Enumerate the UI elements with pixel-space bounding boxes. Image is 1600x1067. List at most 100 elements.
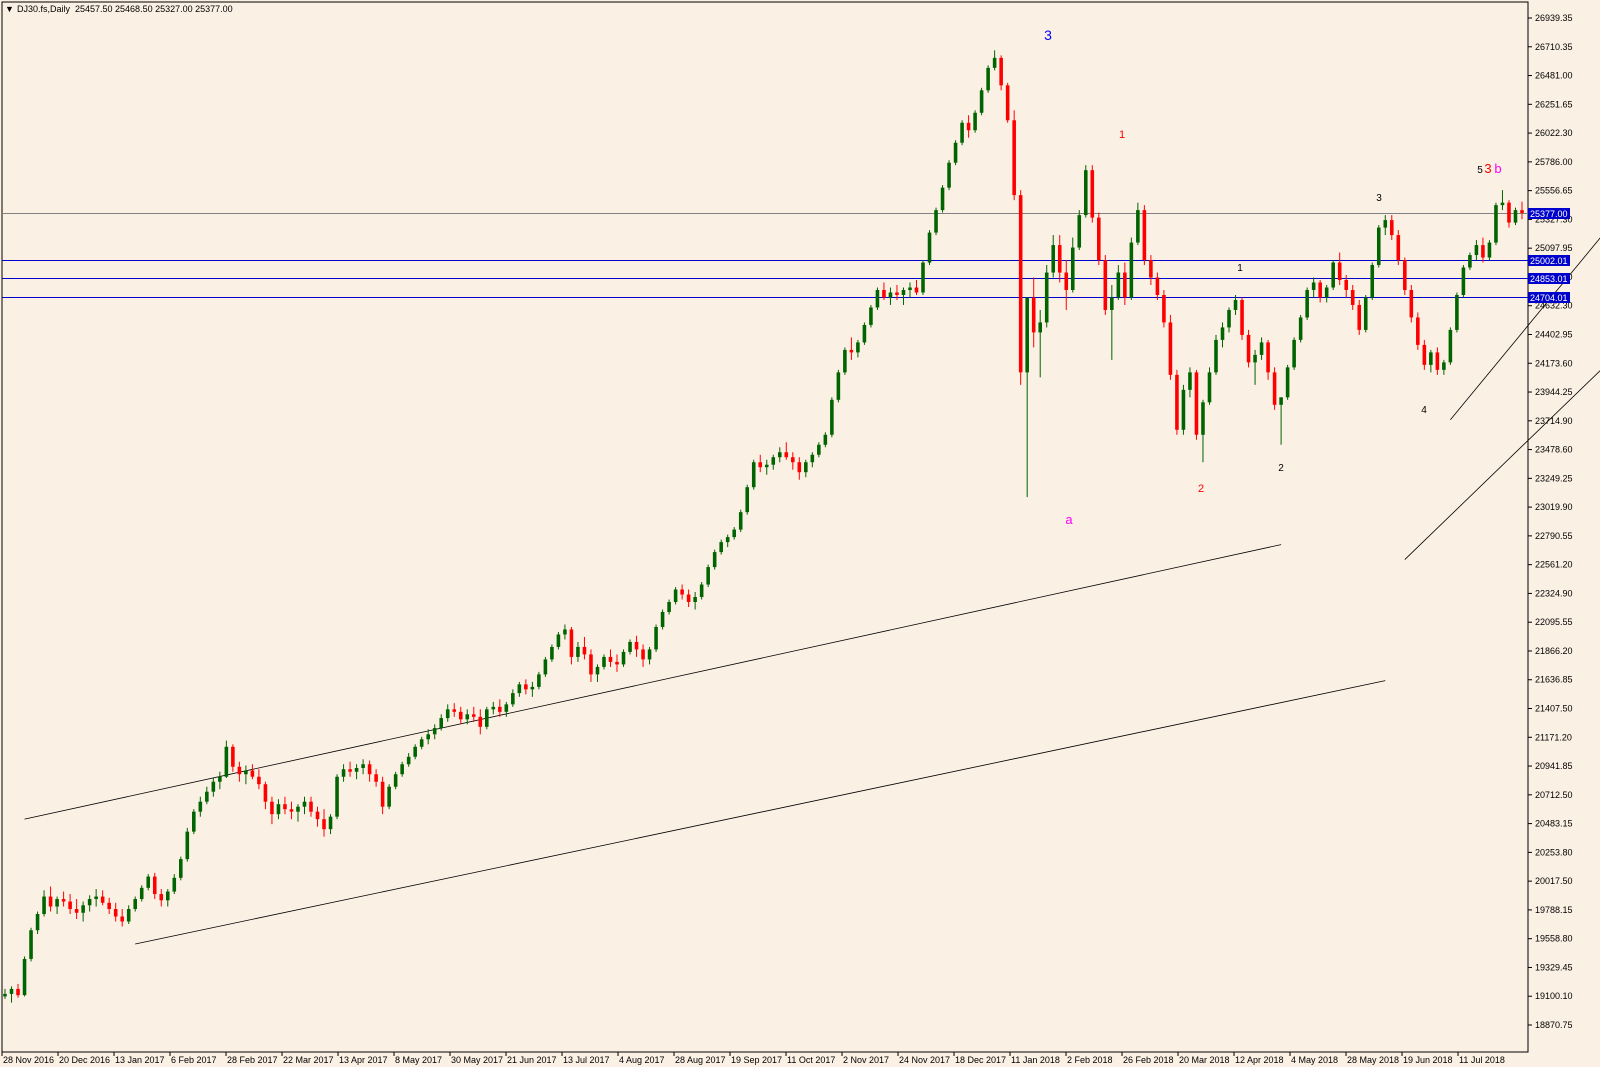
candle — [608, 649, 613, 667]
candle — [725, 534, 730, 548]
x-tick-label: 13 Apr 2017 — [339, 1055, 388, 1065]
candle — [74, 899, 79, 920]
candle — [257, 769, 261, 790]
candle — [1155, 272, 1160, 300]
candle — [1429, 349, 1433, 373]
menu-triangle-icon[interactable]: ▼ — [5, 4, 14, 14]
ohlc-readout: 25457.50 25468.50 25327.00 25377.00 — [75, 4, 233, 14]
candle — [471, 706, 476, 722]
candle — [504, 701, 509, 717]
candle — [133, 896, 138, 912]
candle — [1285, 364, 1290, 400]
trendline[interactable] — [1450, 88, 1600, 421]
candle — [485, 706, 489, 730]
candle — [1331, 260, 1335, 290]
candle — [1129, 237, 1134, 300]
candle — [784, 442, 789, 460]
price-tag: 25002.01 — [1528, 255, 1570, 266]
candle — [1214, 334, 1218, 375]
candle — [55, 896, 59, 915]
candles — [3, 50, 1524, 1003]
y-tick-label: 19329.45 — [1535, 962, 1573, 972]
wave-label: 5 — [1477, 165, 1483, 176]
candle — [224, 740, 229, 778]
trendlines — [24, 88, 1600, 945]
x-tick-label: 2 Feb 2018 — [1067, 1055, 1113, 1065]
candle — [1181, 384, 1186, 435]
candle — [94, 889, 98, 907]
candle — [1396, 230, 1401, 266]
candle — [1422, 339, 1427, 370]
wave-label: b — [1494, 161, 1501, 176]
candle — [1070, 237, 1075, 293]
candle — [309, 796, 313, 817]
x-tick-label: 24 Nov 2017 — [899, 1055, 950, 1065]
candle — [1064, 260, 1069, 310]
candle — [426, 729, 430, 745]
candle — [296, 804, 300, 822]
candle — [823, 432, 828, 448]
candle — [908, 282, 912, 298]
candle — [400, 761, 404, 777]
plot-frame — [1, 1, 1529, 1053]
y-tick-label: 18870.75 — [1535, 1020, 1573, 1030]
y-tick-label: 21407.50 — [1535, 704, 1573, 714]
candle — [686, 589, 691, 607]
x-tick-label: 4 May 2018 — [1291, 1055, 1338, 1065]
candle — [1376, 225, 1381, 268]
candle — [1324, 285, 1329, 303]
candle — [29, 927, 33, 962]
y-tick-label: 22561.20 — [1535, 560, 1573, 570]
candle — [1494, 202, 1498, 246]
trendline[interactable] — [24, 544, 1282, 820]
candle — [882, 282, 886, 300]
candle — [1520, 201, 1524, 220]
candle — [563, 624, 567, 640]
candle — [1350, 285, 1355, 310]
candle — [862, 322, 867, 345]
candle — [35, 911, 40, 934]
candle — [341, 764, 346, 782]
candle — [1123, 262, 1127, 305]
candle — [1344, 275, 1349, 298]
candle — [237, 761, 242, 782]
candle — [185, 827, 190, 862]
price-axis[interactable]: 26939.35 26710.35 26481.00 26251.65 26022.30… — [1528, 13, 1573, 1030]
candle — [693, 592, 697, 610]
candle — [1142, 205, 1147, 266]
y-tick-label: 22324.90 — [1535, 588, 1573, 598]
candle — [856, 339, 860, 358]
candle — [1233, 294, 1238, 315]
y-tick-label: 21866.20 — [1535, 646, 1573, 656]
candle — [1403, 257, 1407, 295]
x-tick-label: 2 Nov 2017 — [843, 1055, 889, 1065]
candle — [628, 639, 632, 655]
x-tick-label: 12 Apr 2018 — [1235, 1055, 1284, 1065]
candle — [745, 484, 750, 515]
candle — [1110, 285, 1114, 360]
candle — [1207, 367, 1212, 405]
wave-label: 2 — [1278, 463, 1284, 474]
candle — [1005, 82, 1010, 123]
candle — [960, 120, 964, 146]
trendline[interactable] — [135, 680, 1386, 945]
y-tick-label: 22095.55 — [1535, 617, 1573, 627]
candle — [992, 50, 997, 71]
candle — [1513, 207, 1518, 226]
candle — [354, 764, 359, 780]
candle — [1246, 329, 1251, 368]
candle — [836, 369, 841, 403]
candle — [276, 799, 281, 820]
time-axis[interactable]: 28 Nov 2016 20 Dec 2016 13 Jan 2017 6 Feb 2… — [1, 1052, 1505, 1065]
candle — [146, 874, 151, 891]
trendline[interactable] — [1404, 283, 1600, 560]
wave-label: 1 — [1119, 129, 1125, 141]
x-tick-label: 28 Aug 2017 — [675, 1055, 726, 1065]
candle — [947, 160, 951, 191]
candle — [654, 624, 658, 652]
candle — [159, 889, 164, 907]
candle — [100, 890, 105, 906]
candle — [1220, 322, 1225, 348]
